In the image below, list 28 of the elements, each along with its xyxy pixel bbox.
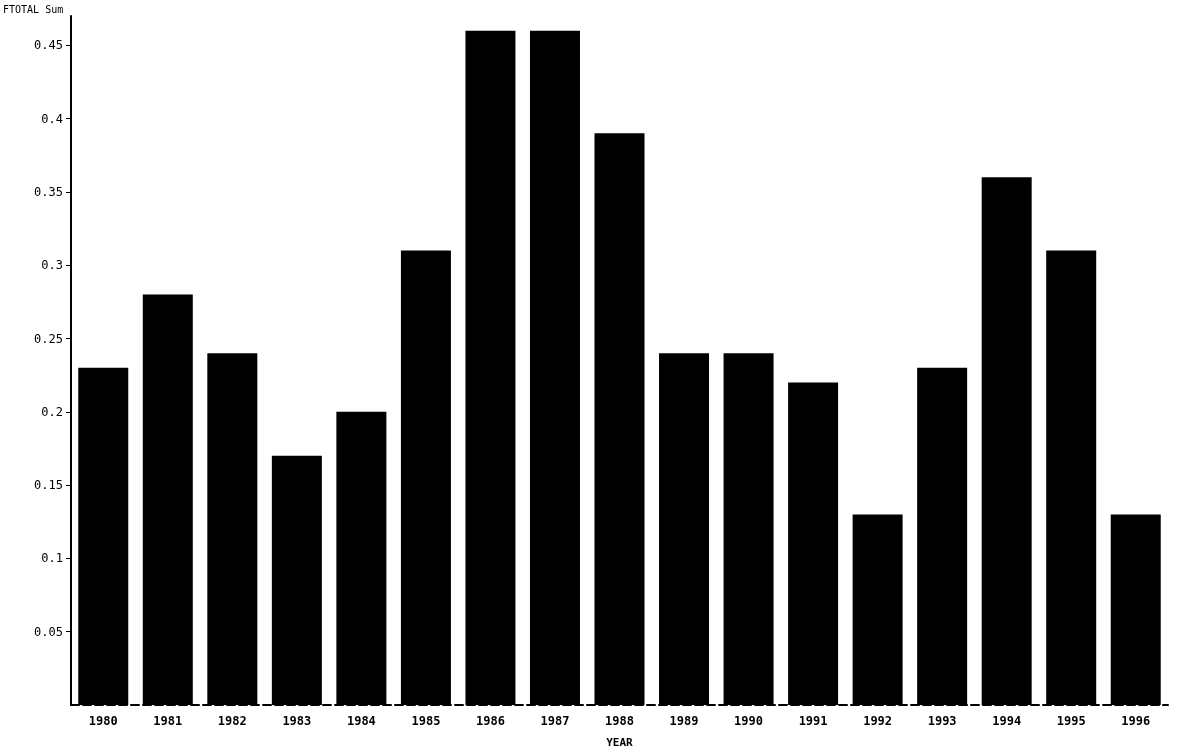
x-tick-label: 1985: [411, 714, 441, 728]
x-tick-label: 1987: [540, 714, 570, 728]
x-tick-label: 1993: [927, 714, 957, 728]
x-tick-label: 1992: [863, 714, 893, 728]
y-tick-label: 0.1: [41, 551, 63, 566]
y-tick-label: 0.05: [34, 624, 63, 639]
y-axis-title: FTOTAL Sum: [3, 3, 64, 15]
x-tick-label: 1980: [88, 714, 118, 728]
x-tick-label: 1995: [1056, 714, 1086, 728]
x-tick-label: 1994: [992, 714, 1022, 728]
x-tick-label: 1988: [605, 714, 634, 728]
y-tick-label: 0.15: [34, 478, 63, 493]
y-tick-label: 0.3: [41, 258, 63, 273]
y-tick-label: 0.35: [34, 184, 63, 199]
x-tick-label: 1983: [282, 714, 312, 728]
x-tick-label: 1990: [734, 714, 764, 728]
x-tick-label: 1996: [1121, 714, 1151, 728]
x-tick-label: 1982: [217, 714, 247, 728]
x-tick-label: 1989: [669, 714, 699, 728]
y-tick-label: 0.2: [41, 404, 63, 419]
x-tick-label: 1986: [475, 714, 505, 728]
x-tick-label: 1984: [346, 714, 376, 728]
y-tick-label: 0.25: [34, 331, 63, 346]
y-tick-label: 0.4: [41, 111, 63, 126]
x-axis-title: YEAR: [606, 736, 634, 749]
y-tick-label: 0.45: [34, 38, 63, 53]
x-tick-label: 1991: [798, 714, 828, 728]
x-tick-label: 1981: [153, 714, 183, 728]
